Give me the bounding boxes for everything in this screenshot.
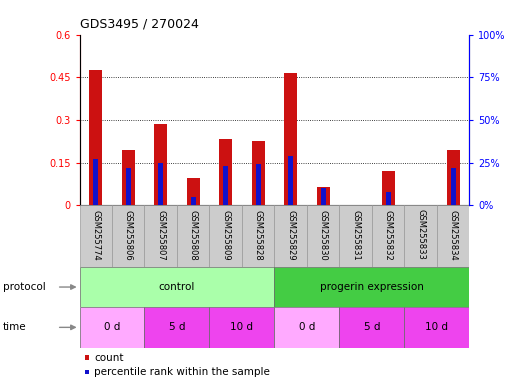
Bar — [145, 307, 209, 348]
Text: protocol: protocol — [3, 282, 45, 292]
Text: 0 d: 0 d — [299, 322, 315, 333]
Text: GSM255807: GSM255807 — [156, 210, 165, 260]
Bar — [437, 205, 469, 267]
Bar — [159, 163, 163, 205]
Text: GSM255830: GSM255830 — [319, 210, 328, 260]
Bar — [447, 150, 460, 205]
Text: GSM255806: GSM255806 — [124, 210, 133, 260]
Bar — [372, 205, 404, 267]
Text: count: count — [94, 353, 124, 362]
Text: time: time — [3, 322, 26, 333]
Bar — [382, 171, 394, 205]
Bar — [177, 205, 209, 267]
Text: GSM255828: GSM255828 — [254, 210, 263, 260]
Bar — [404, 307, 469, 348]
Bar — [288, 156, 293, 205]
Text: GSM255829: GSM255829 — [286, 210, 295, 260]
Text: GSM255834: GSM255834 — [449, 210, 458, 260]
Text: GSM255831: GSM255831 — [351, 210, 360, 260]
Bar — [145, 205, 177, 267]
Text: GSM255774: GSM255774 — [91, 210, 100, 260]
Text: 10 d: 10 d — [425, 322, 448, 333]
Bar — [191, 197, 195, 205]
Text: control: control — [159, 282, 195, 292]
Bar — [80, 267, 274, 307]
Bar — [80, 307, 145, 348]
Bar — [93, 159, 98, 205]
Bar — [284, 73, 297, 205]
Bar — [126, 168, 131, 205]
Text: percentile rank within the sample: percentile rank within the sample — [94, 367, 270, 377]
Text: 10 d: 10 d — [230, 322, 253, 333]
Bar — [340, 205, 372, 267]
Bar — [317, 187, 330, 205]
Text: 5 d: 5 d — [169, 322, 185, 333]
Text: 0 d: 0 d — [104, 322, 120, 333]
Text: GSM255808: GSM255808 — [189, 210, 198, 260]
Bar — [252, 141, 265, 205]
Text: GSM255832: GSM255832 — [384, 210, 392, 260]
Bar — [209, 307, 274, 348]
Bar — [386, 192, 390, 205]
Text: progerin expression: progerin expression — [320, 282, 424, 292]
Bar — [209, 205, 242, 267]
Bar — [219, 139, 232, 205]
Text: GSM255809: GSM255809 — [221, 210, 230, 260]
Bar — [404, 205, 437, 267]
Bar — [274, 205, 307, 267]
Bar — [80, 205, 112, 267]
Bar — [340, 307, 404, 348]
Bar — [223, 166, 228, 205]
Bar — [89, 70, 102, 205]
Bar — [321, 189, 326, 205]
Bar — [112, 205, 145, 267]
Bar — [122, 150, 135, 205]
Bar — [187, 179, 200, 205]
Bar — [451, 168, 456, 205]
Bar — [274, 267, 469, 307]
Bar — [307, 205, 340, 267]
Bar — [274, 307, 340, 348]
Bar — [242, 205, 274, 267]
Text: GDS3495 / 270024: GDS3495 / 270024 — [80, 18, 199, 31]
Text: 5 d: 5 d — [364, 322, 380, 333]
Bar — [154, 124, 167, 205]
Text: GSM255833: GSM255833 — [416, 210, 425, 260]
Bar — [256, 164, 261, 205]
